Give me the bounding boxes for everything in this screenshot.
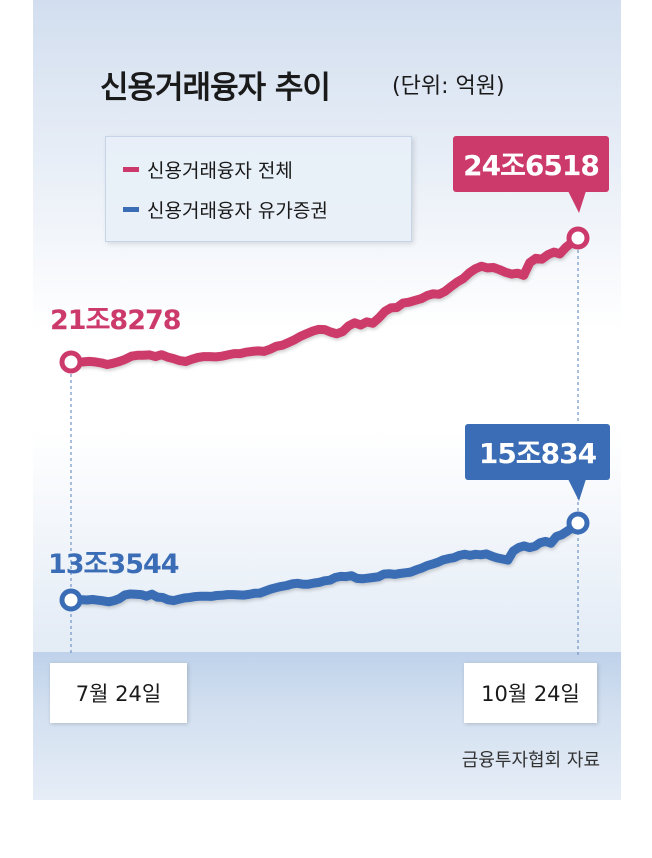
- source-note: 금융투자협회 자료: [461, 750, 600, 771]
- legend-swatch-total: [123, 166, 139, 172]
- total-start-label: 21조8278: [50, 305, 182, 336]
- legend-label-total: 신용거래융자 전체: [147, 159, 293, 182]
- series-point-total-start: [59, 350, 83, 374]
- x-label-start: 7월 24일: [50, 663, 187, 723]
- legend-item-securities: 신용거래융자 유가증권: [123, 194, 328, 224]
- legend-label-securities: 신용거래융자 유가증권: [147, 199, 328, 222]
- chart-title: 신용거래융자 추이: [100, 70, 331, 106]
- legend-item-total: 신용거래융자 전체: [123, 154, 293, 184]
- series-point-securities-start: [59, 588, 83, 612]
- securities-start-label: 13조3544: [48, 549, 180, 580]
- series-point-total-end: [566, 226, 590, 250]
- series-line-total: [66, 233, 583, 369]
- unit-label: (단위: 억원): [392, 74, 505, 99]
- legend-swatch-securities: [123, 206, 139, 212]
- x-label-end: 10월 24일: [464, 663, 597, 723]
- callout-pointer-securities: [568, 479, 586, 501]
- legend: 신용거래융자 전체 신용거래융자 유가증권: [105, 136, 412, 242]
- securities-end-callout: 15조834: [465, 424, 610, 480]
- callout-pointer-total: [568, 191, 586, 213]
- series-point-securities-end: [566, 511, 590, 535]
- series-line-securities: [66, 518, 583, 607]
- total-end-callout: 24조6518: [453, 136, 609, 192]
